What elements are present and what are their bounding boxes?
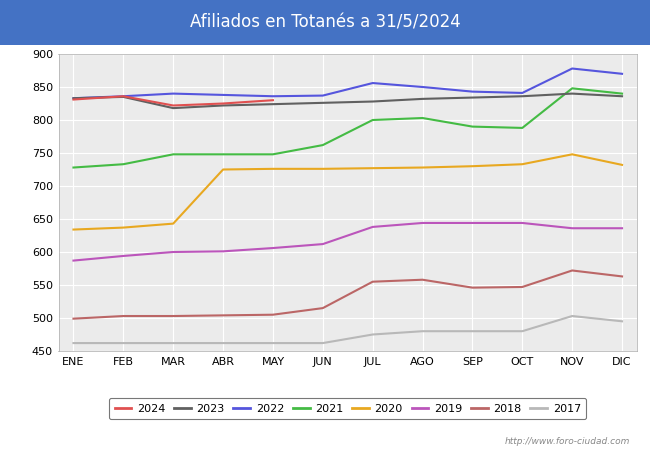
Text: http://www.foro-ciudad.com: http://www.foro-ciudad.com xyxy=(505,436,630,446)
Text: Afiliados en Totanés a 31/5/2024: Afiliados en Totanés a 31/5/2024 xyxy=(190,14,460,32)
Legend: 2024, 2023, 2022, 2021, 2020, 2019, 2018, 2017: 2024, 2023, 2022, 2021, 2020, 2019, 2018… xyxy=(109,398,586,419)
